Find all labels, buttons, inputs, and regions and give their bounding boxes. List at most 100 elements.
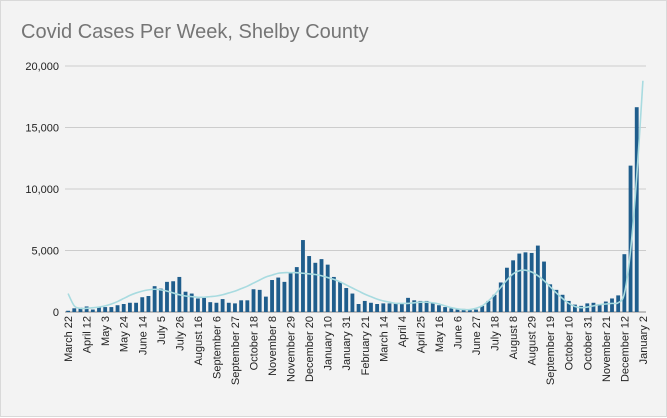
bar [270,280,274,312]
bar [548,284,553,312]
bar [523,252,528,312]
x-tick-label: July 18 [490,316,502,351]
bar [486,300,491,312]
bar [492,294,497,312]
bar [276,277,281,312]
x-tick-label: September 27 [230,316,242,385]
bar [387,303,392,312]
bar [152,286,157,312]
bar [84,306,89,312]
bar [72,308,77,312]
bar [418,300,423,312]
bar [560,294,565,312]
x-tick-label: May 16 [434,316,446,352]
bar [529,252,534,312]
bar [554,289,559,312]
x-tick-label: March 14 [378,316,390,362]
x-tick-label: March 22 [63,316,75,362]
bar [233,303,237,312]
bar [573,304,577,312]
bar [121,304,126,312]
trend-line [67,80,644,311]
x-tick-label: November 21 [601,316,613,382]
bar [362,300,367,312]
x-tick-label: September 19 [545,316,557,385]
bar [313,262,318,312]
y-tick-label: 0 [53,307,59,319]
bar [591,302,596,312]
bar [344,288,349,312]
bar [307,256,312,312]
bar [226,302,231,312]
bar [115,305,120,312]
bar [103,307,108,312]
bar [331,276,336,312]
bar [214,302,219,312]
bar [634,107,639,312]
bar [239,300,244,312]
bar [301,240,305,312]
bar [350,293,355,312]
bar [189,293,194,312]
bar [146,296,151,312]
bar [511,260,516,312]
bar [140,297,145,312]
bar [319,259,324,312]
x-tick-label: November 8 [267,316,279,376]
bar [251,289,256,312]
bar [406,297,410,312]
x-tick-label: June 14 [137,316,149,355]
x-tick-label: October 31 [582,316,594,370]
bar [455,309,460,312]
bar [294,267,299,312]
bar [90,309,95,312]
x-tick-label: June 6 [452,316,464,349]
bar [566,300,571,312]
bar [195,298,200,312]
x-tick-label: September 6 [211,316,223,379]
x-tick-label: August 16 [193,316,205,366]
bar [158,288,163,312]
bar [461,308,466,312]
bar [109,307,114,312]
bar [282,281,287,312]
bar [356,304,361,312]
bar [542,261,546,312]
bar [97,307,101,312]
bar [245,300,250,312]
x-tick-label: July 5 [156,316,168,345]
x-tick-label: April 4 [397,316,409,347]
x-tick-label: November 29 [286,316,298,382]
bar [263,296,268,312]
y-tick-label: 5,000 [31,246,59,258]
x-tick-label: April 25 [415,316,427,353]
bar [622,254,627,312]
x-tick-label: October 18 [249,316,261,370]
x-tick-label: January 31 [341,316,353,370]
bar [517,253,522,312]
bar [288,273,293,312]
bar [628,165,633,312]
bar [505,267,509,312]
bar [381,303,386,312]
bar [579,305,584,312]
bar [603,301,608,312]
bar [480,305,485,312]
x-tick-label: May 3 [100,316,112,346]
bar [78,307,83,312]
bar [220,299,225,312]
x-tick-label: January 2 [638,316,650,364]
x-tick-label: June 27 [471,316,483,355]
bar [127,302,132,312]
bar [183,291,188,312]
bar [66,310,71,312]
bar [610,298,614,312]
bar [437,305,441,312]
y-tick-label: 20,000 [25,61,59,73]
bar [424,300,429,312]
bar [375,304,380,312]
bar [597,304,602,312]
bar [171,281,176,312]
